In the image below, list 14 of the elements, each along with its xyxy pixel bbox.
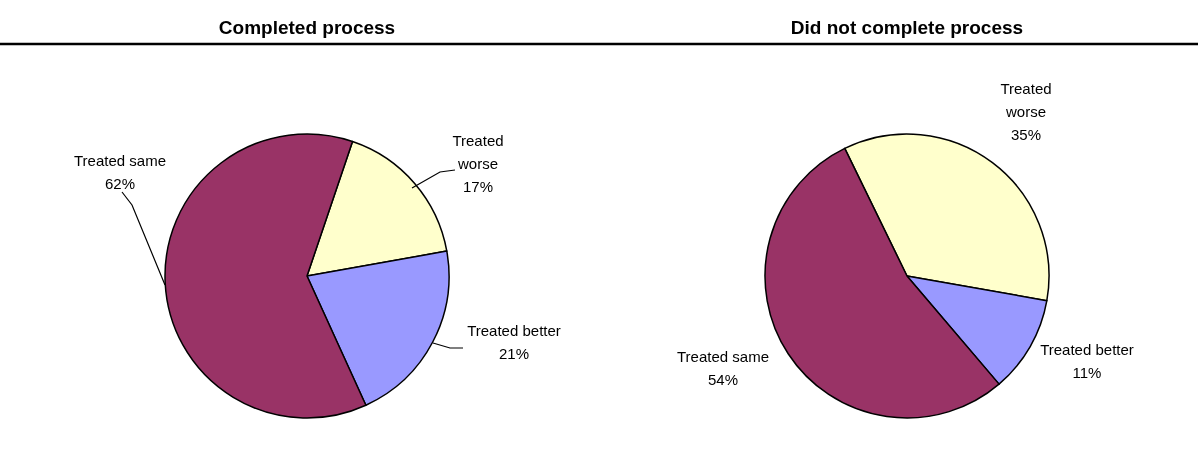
data-label: 11%	[1072, 364, 1102, 381]
data-label: 35%	[1010, 126, 1042, 143]
slice-label: Treated same	[74, 152, 166, 169]
slice-label: Treated better	[467, 322, 561, 339]
chart-title: Completed process	[218, 17, 396, 38]
data-label: 21%	[498, 345, 530, 362]
slice-label: Treated same	[677, 348, 769, 365]
data-label: 54%	[707, 371, 739, 388]
data-label: 17%	[462, 178, 494, 195]
data-label: 62%	[104, 175, 136, 192]
chart-title: Did not complete process	[790, 17, 1024, 38]
slice-label: Treated worse	[452, 132, 504, 172]
slice-label: Treated better	[1040, 341, 1134, 358]
slice-label: Treated worse	[1000, 80, 1052, 120]
